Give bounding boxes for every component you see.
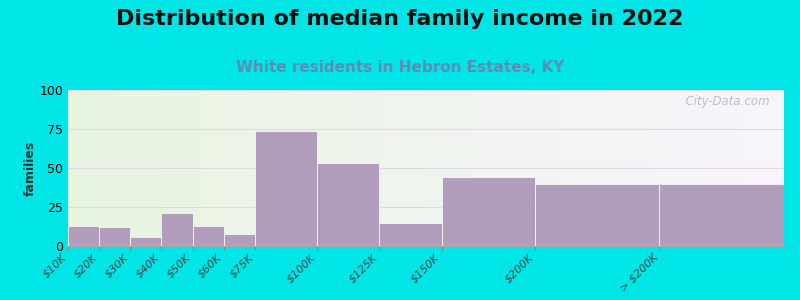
Bar xyxy=(224,233,254,246)
Bar xyxy=(254,130,317,246)
Bar xyxy=(442,177,535,246)
Text: White residents in Hebron Estates, KY: White residents in Hebron Estates, KY xyxy=(236,60,564,75)
Text: Distribution of median family income in 2022: Distribution of median family income in … xyxy=(116,9,684,29)
Bar xyxy=(317,163,379,246)
Bar xyxy=(379,223,442,246)
Bar xyxy=(130,237,162,246)
Bar xyxy=(193,226,224,246)
Bar xyxy=(68,226,99,246)
Bar xyxy=(659,184,784,246)
Bar xyxy=(99,227,130,246)
Y-axis label: families: families xyxy=(23,140,37,196)
Text: City-Data.com: City-Data.com xyxy=(678,95,770,108)
Bar xyxy=(162,213,193,246)
Bar xyxy=(535,184,659,246)
